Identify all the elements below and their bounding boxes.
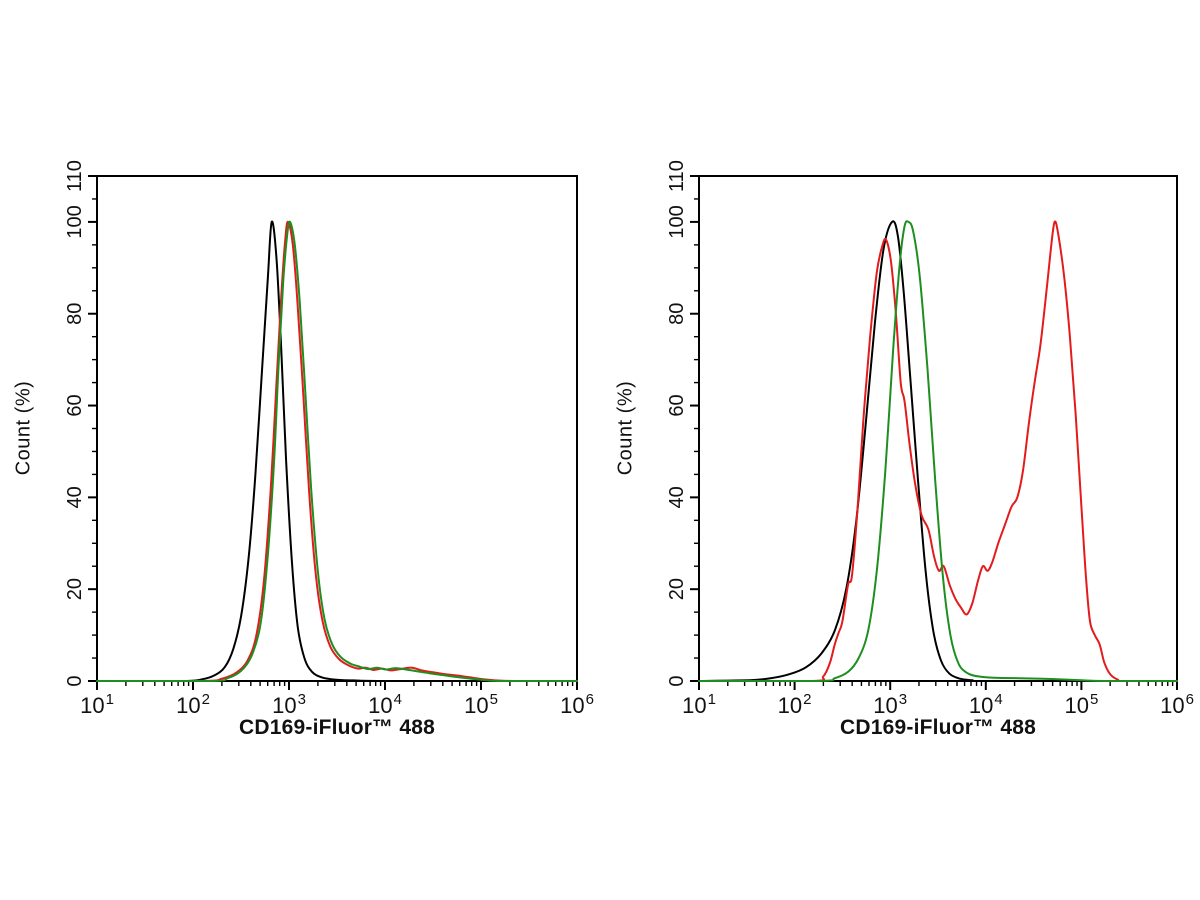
y-tick-label: 0 [64, 675, 86, 686]
plot-border-right [698, 175, 1178, 682]
curve-red-sample-left [96, 220, 578, 682]
x-tick-label: 101 [682, 691, 716, 718]
x-tick-label: 103 [272, 691, 306, 718]
y-tick-label: 60 [666, 394, 688, 416]
y-tick-label: 20 [666, 578, 688, 600]
curve-black-control-right [698, 220, 1178, 683]
y-tick-label: 0 [666, 675, 688, 686]
y-tick-label: 80 [64, 303, 86, 325]
y-axis-title-right: Count (%) [614, 380, 637, 476]
x-axis-title-left: CD169-iFluor™ 488 [239, 716, 435, 739]
y-tick-label: 40 [64, 486, 86, 508]
x-tick-label: 101 [80, 691, 114, 718]
x-tick-label: 106 [1160, 691, 1194, 718]
x-tick-label: 103 [873, 691, 907, 718]
curve-green-sample-left [96, 220, 578, 682]
x-tick-label: 102 [176, 691, 210, 718]
x-tick-label: 105 [1064, 691, 1098, 718]
y-tick-label: 80 [666, 303, 688, 325]
x-tick-label: 106 [560, 691, 594, 718]
x-tick-label: 104 [368, 691, 402, 718]
y-tick-label: 60 [64, 394, 86, 416]
y-tick-label: 110 [666, 160, 688, 192]
curve-red-sample-right [698, 220, 1178, 682]
y-tick-label: 110 [64, 160, 86, 192]
x-tick-label: 104 [969, 691, 1003, 718]
x-tick-label: 102 [778, 691, 812, 718]
plot-border-left [96, 175, 578, 682]
curve-green-sample-right [698, 220, 1178, 682]
y-axis-title-left: Count (%) [12, 380, 35, 476]
y-tick-label: 40 [666, 486, 688, 508]
curve-black-control-left [96, 220, 578, 683]
y-tick-label: 100 [64, 205, 86, 238]
x-axis-title-right: CD169-iFluor™ 488 [840, 716, 1036, 739]
y-tick-label: 100 [666, 205, 688, 238]
x-tick-label: 105 [464, 691, 498, 718]
y-tick-label: 20 [64, 578, 86, 600]
